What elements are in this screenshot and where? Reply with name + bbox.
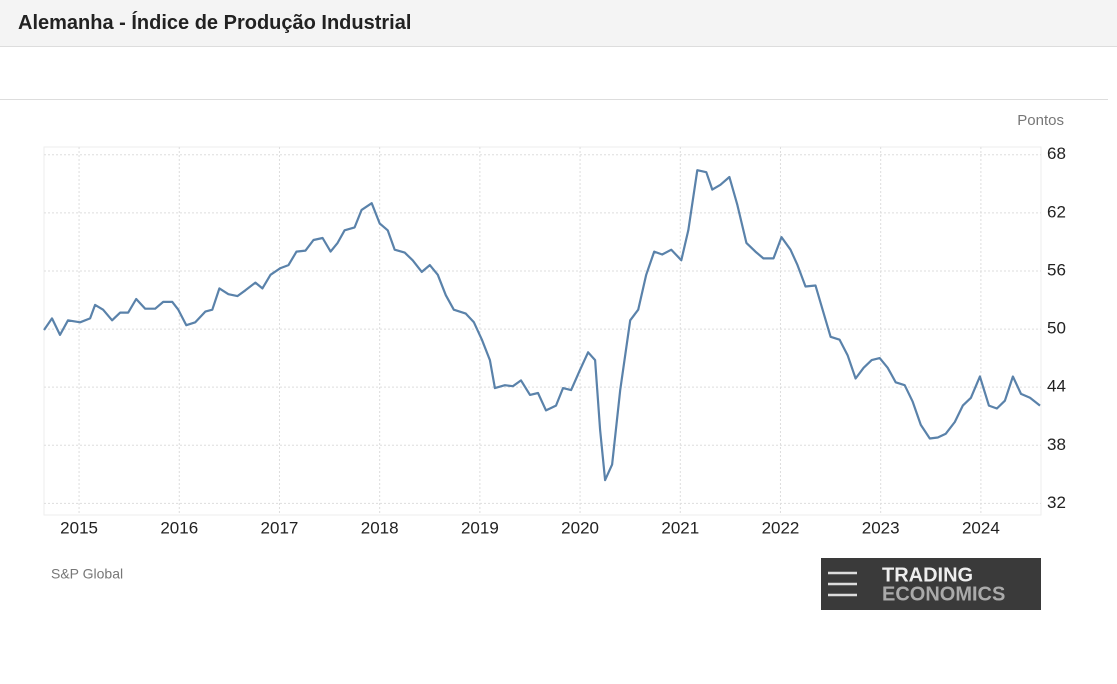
y-tick-label: 44 (1047, 377, 1066, 396)
y-tick-label: 68 (1047, 144, 1066, 163)
x-tick-label: 2022 (762, 518, 800, 537)
logo-text: TRADING (882, 564, 973, 586)
logo-menu-icon (828, 571, 857, 597)
x-tick-label: 2015 (60, 518, 98, 537)
plot-frame (43, 146, 1042, 516)
x-tick-label: 2018 (361, 518, 399, 537)
data-line (43, 169, 1041, 482)
separator (0, 99, 1108, 100)
y-tick-label: 32 (1047, 493, 1066, 512)
x-tick-label: 2020 (561, 518, 599, 537)
y-tick-label: 38 (1047, 435, 1066, 454)
header: Alemanha - Índice de Produção Industrial (0, 0, 1117, 47)
y-tick-label: 62 (1047, 202, 1066, 221)
y-tick-label: 50 (1047, 319, 1066, 338)
y-tick-label: 56 (1047, 260, 1066, 279)
x-tick-label: 2023 (862, 518, 900, 537)
x-tick-label: 2021 (661, 518, 699, 537)
logo-text: ECONOMICS (882, 583, 1005, 605)
page-title: Alemanha - Índice de Produção Industrial (18, 12, 412, 34)
logo-box[interactable] (821, 558, 1041, 610)
x-tick-label: 2019 (461, 518, 499, 537)
source: S&P Global (51, 566, 123, 582)
x-tick-label: 2017 (261, 518, 299, 537)
x-tick-label: 2024 (962, 518, 1000, 537)
x-tick-label: 2016 (160, 518, 198, 537)
unit-label: Pontos (1017, 112, 1064, 129)
